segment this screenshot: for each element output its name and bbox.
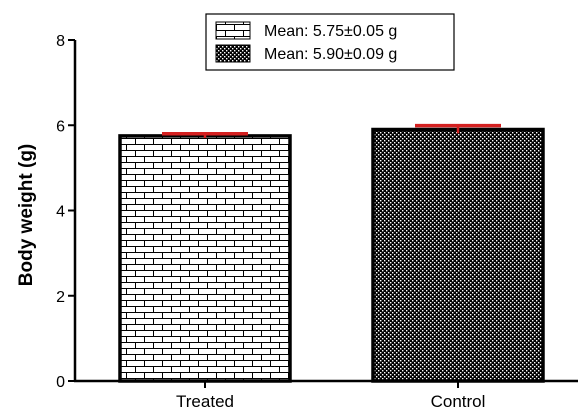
legend-swatch-brick (215, 21, 251, 40)
bar-treated (118, 134, 292, 383)
x-ticks-group: Treated Control (176, 381, 485, 411)
legend-entry-control: Mean: 5.90±0.09 g (264, 46, 397, 63)
y-tick-label-6: 6 (56, 118, 65, 135)
y-ticks-group: 0 2 4 6 8 (56, 33, 75, 391)
y-axis-label: Body weight (g) (16, 144, 37, 286)
y-tick-label-8: 8 (56, 33, 65, 50)
error-bars-group (162, 123, 501, 139)
bar-control (371, 127, 545, 383)
legend: Mean: 5.75±0.05 g Mean: 5.90±0.09 g (205, 13, 455, 71)
y-tick-label-0: 0 (56, 374, 65, 391)
legend-swatch-dots (215, 44, 251, 63)
y-tick-label-4: 4 (56, 204, 65, 221)
x-tick-label-control: Control (431, 392, 486, 411)
bars-group (118, 127, 545, 383)
y-tick-label-2: 2 (56, 289, 65, 306)
x-tick-label-treated: Treated (176, 392, 234, 411)
legend-entry-treated: Mean: 5.75±0.05 g (264, 23, 397, 40)
